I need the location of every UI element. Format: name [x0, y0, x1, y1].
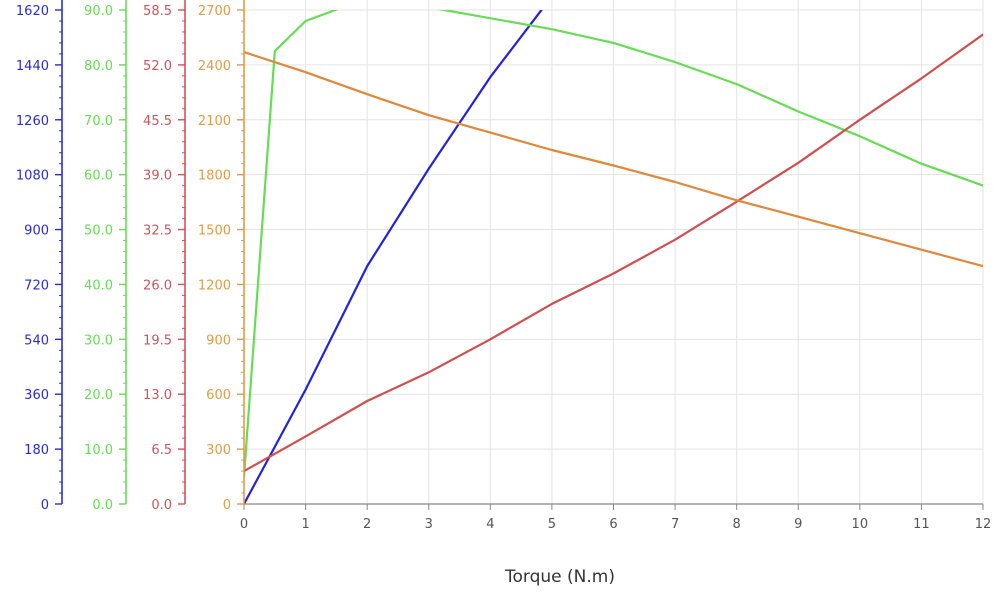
red-y-tick-label: 45.5	[143, 114, 172, 129]
blue-y-tick-label: 1080	[16, 169, 49, 184]
x-tick-label: 5	[548, 517, 556, 532]
orange-y-tick-label: 1200	[198, 278, 231, 293]
red-y-tick-label: 26.0	[143, 278, 172, 293]
green-y-tick-label: 90.0	[84, 4, 113, 19]
orange-series-line	[244, 50, 983, 268]
green-y-tick-label: 30.0	[84, 333, 113, 348]
green-y-tick-label: 10.0	[84, 443, 113, 458]
x-axis-title: Torque (N.m)	[504, 567, 615, 587]
x-tick-label: 12	[975, 517, 992, 532]
orange-y-tick-label: 0	[223, 498, 231, 513]
green-y-tick-label: 20.0	[84, 388, 113, 403]
green-y-tick-label: 0.0	[92, 498, 113, 513]
green-series-line	[244, 10, 983, 478]
green-y-tick-label: 60.0	[84, 169, 113, 184]
x-tick-label: 7	[671, 517, 679, 532]
x-tick-label: 10	[852, 517, 869, 532]
x-tick-label: 0	[240, 517, 248, 532]
orange-y-tick-label: 900	[206, 333, 231, 348]
blue-y-tick-label: 360	[24, 388, 49, 403]
orange-y-tick-label: 1500	[198, 224, 231, 239]
x-tick-label: 8	[733, 517, 741, 532]
orange-y-tick-label: 2100	[198, 114, 231, 129]
orange-y-tick-label: 2400	[198, 59, 231, 74]
red-y-tick-label: 6.5	[151, 443, 172, 458]
blue-y-tick-label: 540	[24, 333, 49, 348]
x-tick-label: 11	[913, 517, 930, 532]
blue-y-tick-label: 1440	[16, 59, 49, 74]
green-y-tick-label: 50.0	[84, 224, 113, 239]
blue-y-tick-label: 1620	[16, 4, 49, 19]
red-y-tick-label: 39.0	[143, 169, 172, 184]
series-layer	[244, 10, 983, 504]
green-y-tick-label: 80.0	[84, 59, 113, 74]
red-y-tick-label: 19.5	[143, 333, 172, 348]
blue-y-tick-label: 1260	[16, 114, 49, 129]
x-tick-label: 1	[301, 517, 309, 532]
axes-layer: 0 1 2 3 4 5 6 7 8 9 10 11 12018036054072090010801260…	[16, 0, 991, 532]
green-y-tick-label: 70.0	[84, 114, 113, 129]
green-y-tick-label: 40.0	[84, 278, 113, 293]
x-tick-label: 6	[609, 517, 617, 532]
x-tick-label: 4	[486, 517, 494, 532]
blue-series-line	[244, 10, 543, 504]
orange-y-tick-label: 2700	[198, 4, 231, 19]
blue-y-tick-label: 900	[24, 224, 49, 239]
x-tick-label: 3	[425, 517, 433, 532]
red-y-tick-label: 58.5	[143, 4, 172, 19]
blue-y-tick-label: 720	[24, 278, 49, 293]
red-y-tick-label: 32.5	[143, 224, 172, 239]
x-tick-label: 9	[794, 517, 802, 532]
orange-y-tick-label: 1800	[198, 169, 231, 184]
grid-layer	[243, 0, 984, 504]
red-y-tick-label: 0.0	[151, 498, 172, 513]
blue-y-tick-label: 180	[24, 443, 49, 458]
orange-y-tick-label: 600	[206, 388, 231, 403]
blue-y-tick-label: 0	[41, 498, 49, 513]
red-y-tick-label: 13.0	[143, 388, 172, 403]
orange-y-tick-label: 300	[206, 443, 231, 458]
red-series-line	[244, 33, 983, 473]
x-tick-label: 2	[363, 517, 371, 532]
red-y-tick-label: 52.0	[143, 59, 172, 74]
